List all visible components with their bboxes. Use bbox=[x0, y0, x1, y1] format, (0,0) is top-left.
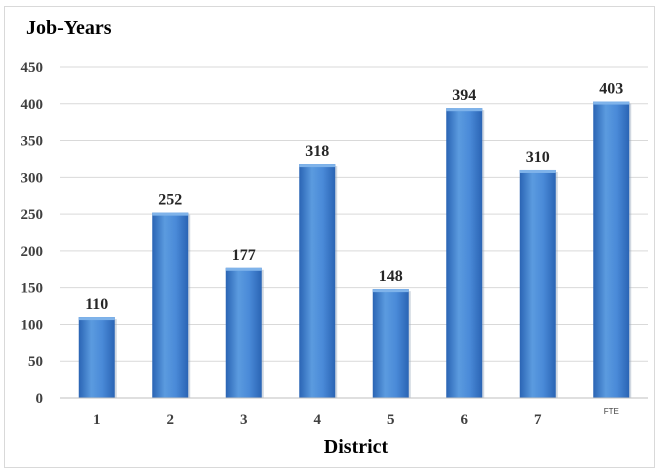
x-tick-label: 5 bbox=[387, 412, 395, 428]
bar-top-highlight bbox=[519, 169, 556, 173]
y-tick-label: 300 bbox=[21, 170, 44, 186]
bar-FTE bbox=[593, 101, 630, 399]
y-tick-label: 450 bbox=[21, 60, 44, 76]
data-label: 403 bbox=[599, 81, 623, 98]
x-tick-label: 1 bbox=[93, 412, 101, 428]
x-tick-label: 3 bbox=[240, 412, 248, 428]
gridlines bbox=[60, 66, 648, 362]
bar-top-highlight bbox=[299, 164, 336, 168]
data-label: 310 bbox=[526, 149, 550, 166]
y-axis-ticks: 0 50 100 150 200 250 300 350 400 450 bbox=[21, 60, 44, 407]
y-tick-label: 350 bbox=[21, 134, 44, 150]
x-tick-label: 2 bbox=[167, 412, 175, 428]
bar-3 bbox=[225, 267, 262, 398]
x-tick-label: 6 bbox=[461, 412, 469, 428]
bar-5 bbox=[372, 289, 409, 398]
bar-1 bbox=[78, 317, 115, 398]
data-label: 394 bbox=[452, 87, 476, 104]
bar-top-highlight bbox=[372, 289, 409, 293]
x-axis-ticks: 1 2 3 4 5 6 7 FTE bbox=[93, 407, 619, 428]
x-tick-label: FTE bbox=[604, 407, 619, 416]
y-axis-title: Job-Years bbox=[26, 17, 112, 39]
x-axis-title: District bbox=[324, 436, 389, 458]
bar-top-highlight bbox=[225, 267, 262, 271]
x-tick-label: 7 bbox=[534, 412, 542, 428]
y-tick-label: 400 bbox=[21, 97, 44, 113]
bar-2 bbox=[152, 212, 189, 398]
bar-6 bbox=[446, 108, 483, 399]
bars bbox=[78, 101, 632, 399]
data-label: 148 bbox=[379, 268, 403, 285]
data-label: 177 bbox=[232, 247, 256, 264]
data-label: 252 bbox=[158, 192, 182, 209]
bar-top-highlight bbox=[593, 101, 630, 105]
data-labels: 110 252 177 318 148 394 310 403 bbox=[85, 81, 623, 314]
y-tick-label: 150 bbox=[21, 281, 44, 297]
data-label: 110 bbox=[85, 296, 108, 313]
data-label: 318 bbox=[305, 143, 329, 160]
bar-4 bbox=[299, 164, 336, 398]
y-tick-label: 200 bbox=[21, 244, 44, 260]
x-tick-label: 4 bbox=[314, 412, 322, 428]
y-tick-label: 100 bbox=[21, 317, 44, 333]
bar-top-highlight bbox=[78, 317, 115, 321]
y-tick-label: 50 bbox=[28, 354, 43, 370]
y-tick-label: 0 bbox=[36, 391, 44, 407]
y-tick-label: 250 bbox=[21, 207, 44, 223]
bar-7 bbox=[519, 169, 556, 398]
bar-top-highlight bbox=[152, 212, 189, 216]
bar-top-highlight bbox=[446, 108, 483, 112]
